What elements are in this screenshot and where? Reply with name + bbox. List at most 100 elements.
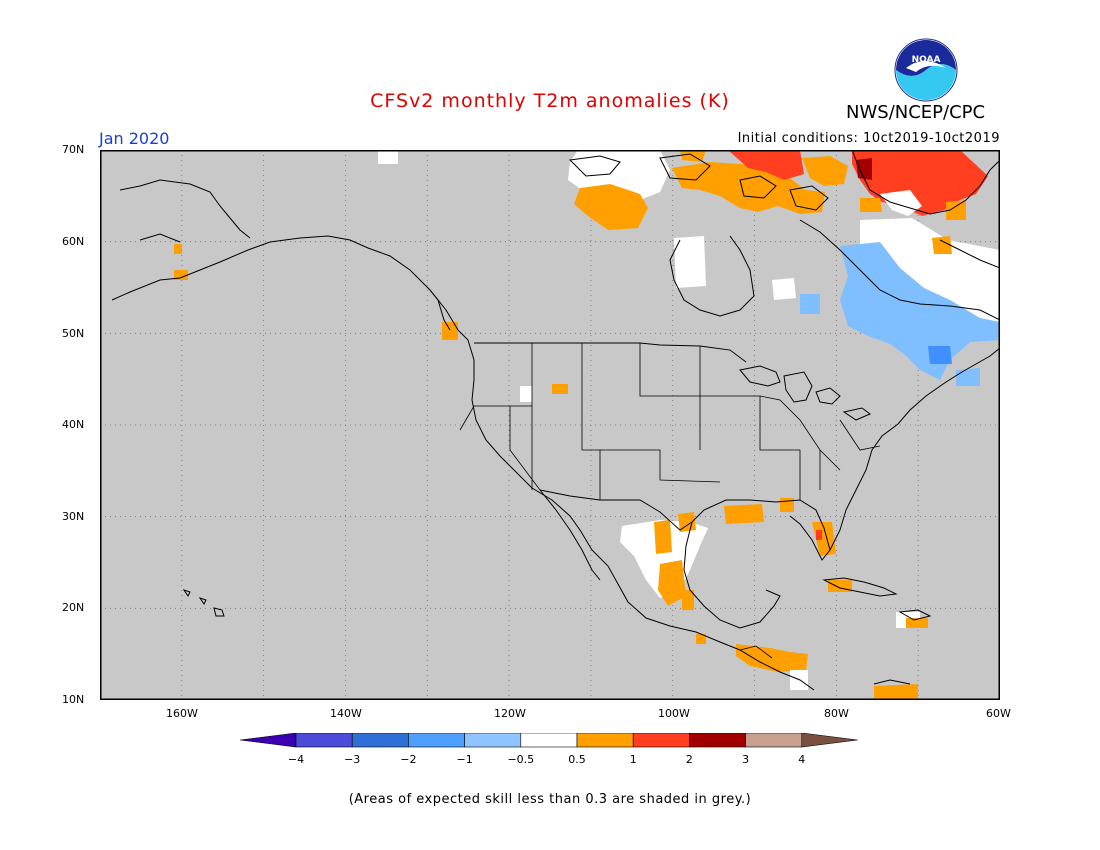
coastline [799,219,1000,321]
anomaly-patch [956,368,980,386]
coastline [829,347,1000,551]
anomaly-patch [928,346,952,364]
colorbar-cell [408,733,465,748]
coastline [568,155,621,177]
colorbar-arrow-high [801,733,858,748]
lon-tick-120w: 120W [494,707,526,720]
island [213,607,225,617]
border [739,645,773,659]
anomaly-patch [840,242,1000,380]
colorbar-cell [520,733,578,748]
colorbar-cell [295,733,353,748]
anomaly-patch [378,150,398,164]
anomaly-patch [860,198,882,212]
coastline [669,235,755,317]
colorbar-label: 1 [630,753,637,766]
lat-tick-60n: 60N [62,235,85,248]
anomaly-patch [780,498,794,512]
colorbar-cell [689,733,746,748]
anomaly-patch [880,190,922,216]
colorbar-label: −1 [456,753,472,766]
org-label: NWS/NCEP/CPC [846,102,986,123]
coastline [119,179,251,239]
anomaly-patch [568,150,670,200]
border [639,343,701,450]
anomaly-patch [174,270,188,280]
border [759,395,841,471]
colorbar-cell [745,733,803,748]
colorbar-arrow-low [240,733,297,748]
map-gridlines [100,150,1000,700]
coastline [822,577,898,597]
noaa-logo: NOAA [894,38,958,102]
anomaly-map [100,150,1000,700]
colorbar-cell [632,733,690,748]
anomaly-patch [658,560,686,606]
lake [815,387,841,405]
coastline [691,499,831,561]
lon-tick-160w: 160W [166,707,198,720]
lake [739,365,781,387]
anomaly-patch [674,236,706,288]
colorbar-label: −3 [344,753,360,766]
anomaly-patch [696,634,706,644]
coastline [739,175,777,199]
colorbar-cell [351,733,409,748]
coastline [659,153,711,181]
border [600,449,721,483]
lon-tick-60w: 60W [986,707,1011,720]
logo-text: NOAA [912,55,941,65]
colorbar-label: −4 [288,753,304,766]
border [459,405,475,431]
anomaly-patch [802,156,848,186]
anomaly-patch [620,520,708,598]
coastlines-and-borders [111,150,1000,691]
coastline [939,239,1000,269]
coastline [111,235,815,691]
colorbar-label: 2 [686,753,693,766]
anomaly-patch [800,294,820,314]
coastline [898,609,932,621]
lon-tick-140w: 140W [330,707,362,720]
colorbar-label: −2 [400,753,416,766]
colorbar-cell [576,733,634,748]
coastline [139,233,181,243]
border [581,343,601,500]
anomaly-patch [654,520,672,554]
lon-tick-80w: 80W [824,707,849,720]
colorbar-label: 0.5 [568,753,586,766]
lat-tick-30n: 30N [62,510,85,523]
anomaly-patch [906,618,928,628]
colorbar-label: −0.5 [507,753,534,766]
coastline [539,489,601,581]
lake [783,371,813,403]
lat-tick-10n: 10N [62,693,85,706]
anomaly-patch [932,236,952,254]
coastline [873,679,911,685]
anomaly-patch [552,384,568,394]
lake [842,407,871,421]
lat-tick-70n: 70N [62,143,85,156]
anomaly-patch [574,184,648,230]
anomaly-patch [816,530,822,540]
anomaly-patch [860,218,1000,330]
coastline [789,185,829,211]
lat-tick-40n: 40N [62,418,85,431]
anomaly-patches [174,150,1000,700]
anomaly-patch [520,386,532,402]
anomaly-patch [828,580,852,592]
colorbar-label: 3 [742,753,749,766]
lon-tick-100w: 100W [658,707,690,720]
anomaly-patch [874,684,918,700]
coastline [683,521,781,629]
colorbar-cell [464,733,522,748]
anomaly-patch [174,244,182,254]
anomaly-patch [856,158,872,180]
map-title: CFSv2 monthly T2m anomalies (K) [370,90,730,112]
anomaly-patch [442,322,458,340]
anomaly-patch [728,150,804,180]
initial-conditions-label: Initial conditions: 10ct2019-10ct2019 [737,131,1000,146]
lat-tick-50n: 50N [62,327,85,340]
skill-footnote: (Areas of expected skill less than 0.3 a… [348,792,752,807]
anomaly-patch [946,200,966,220]
